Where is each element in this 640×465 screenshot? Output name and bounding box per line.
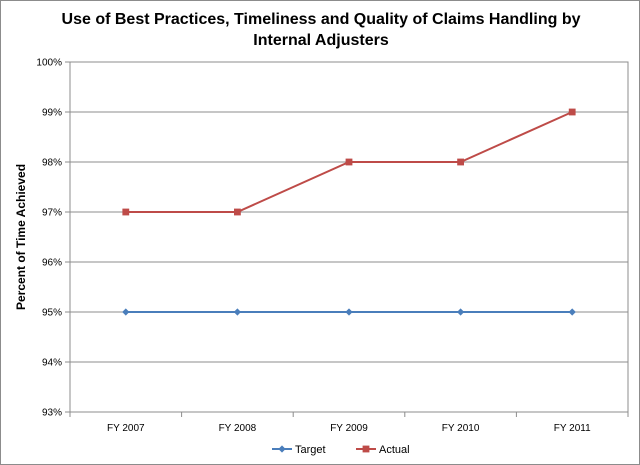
gridlines [70, 61, 628, 413]
x-tick-label: FY 2008 [219, 423, 257, 434]
y-tick-label: 100% [36, 58, 62, 69]
y-tick-label: 97% [42, 208, 62, 219]
x-axis-ticks: FY 2007 FY 2008 FY 2009 FY 2010 FY 2011 [69, 412, 629, 434]
data-point [122, 208, 130, 216]
legend-item-target: Target [272, 444, 326, 456]
chart-title: Use of Best Practices, Timeliness and Qu… [61, 11, 581, 49]
legend: Target Actual [272, 444, 410, 456]
data-point [233, 308, 241, 316]
x-tick-label: FY 2009 [330, 423, 368, 434]
x-tick-label: FY 2007 [107, 423, 145, 434]
y-tick-label: 95% [42, 308, 62, 319]
x-tick-label: FY 2010 [442, 423, 480, 434]
legend-item-actual: Actual [356, 444, 410, 456]
legend-label: Actual [379, 444, 410, 456]
y-tick-label: 96% [42, 258, 62, 269]
series-actual [122, 108, 576, 216]
y-tick-label: 93% [42, 408, 62, 419]
data-point [568, 308, 576, 316]
data-point [568, 108, 576, 116]
y-tick-label: 94% [42, 358, 62, 369]
plot-area [69, 61, 629, 413]
y-axis-label: Percent of Time Achieved [14, 164, 28, 310]
data-point [345, 158, 353, 166]
x-tick-label: FY 2011 [554, 423, 591, 434]
data-point [345, 308, 353, 316]
y-tick-label: 99% [42, 108, 62, 119]
data-point [122, 308, 130, 316]
series-group [122, 108, 576, 316]
data-point [234, 208, 241, 216]
series-target [122, 308, 576, 316]
legend-marker [362, 445, 370, 453]
y-tick-label: 98% [42, 158, 62, 169]
data-point [457, 158, 464, 166]
data-point [457, 308, 465, 316]
legend-label: Target [295, 444, 326, 456]
y-axis-ticks: 93% 94% 95% 96% 97% 98% 99% 100% [36, 58, 70, 419]
legend-marker [278, 445, 286, 453]
